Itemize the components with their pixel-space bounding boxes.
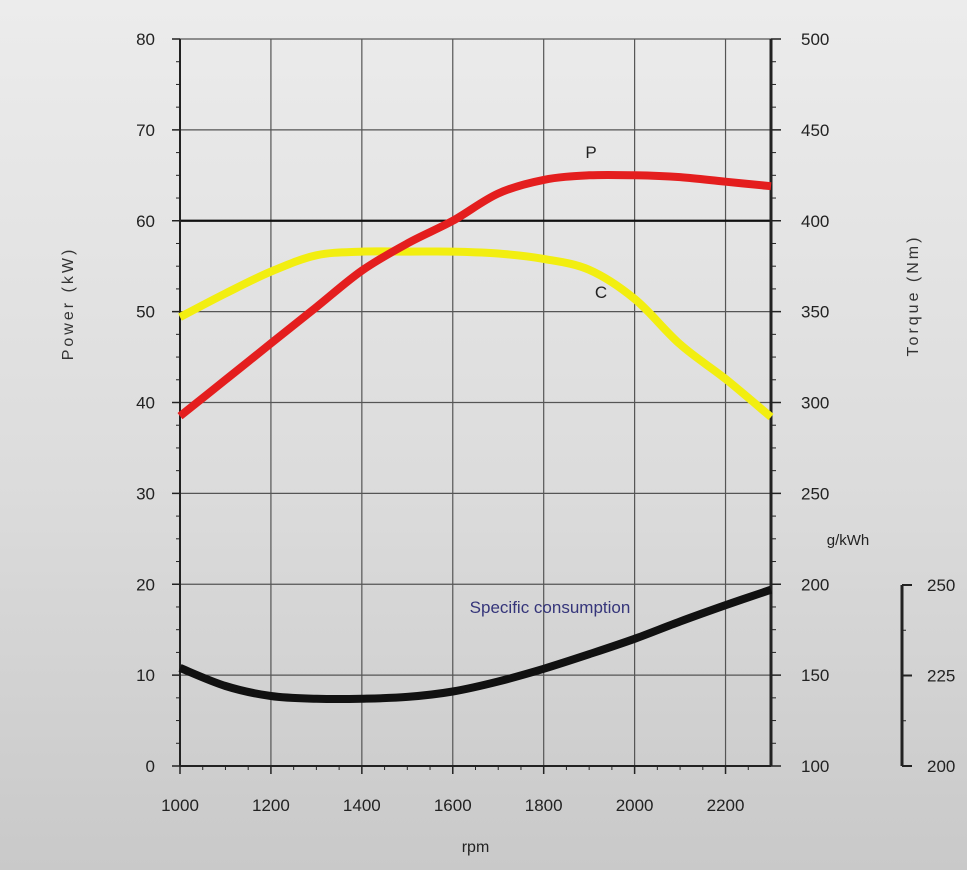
right-tick-label: 150 xyxy=(801,666,829,685)
right-tick-label: 350 xyxy=(801,303,829,322)
consumption-tick-label: 225 xyxy=(927,667,955,686)
x-tick-label: 1600 xyxy=(434,796,472,815)
left-tick-label: 20 xyxy=(136,575,155,594)
torque-curve-label: C xyxy=(595,283,607,302)
consumption-tick-label: 200 xyxy=(927,757,955,776)
power-curve-label: P xyxy=(585,143,596,162)
x-tick-label: 1400 xyxy=(343,796,381,815)
x-tick-label: 2200 xyxy=(707,796,745,815)
torque-curve xyxy=(178,247,774,421)
left-tick-label: 0 xyxy=(146,757,155,776)
left-tick-label: 50 xyxy=(136,303,155,322)
x-tick-label: 1800 xyxy=(525,796,563,815)
x-tick-label: 2000 xyxy=(616,796,654,815)
x-tick-label: 1000 xyxy=(161,796,199,815)
labels: 0 10 20 30 40 50 60 70 80 100 150 200 250 300 350 400 45… xyxy=(60,30,955,856)
left-tick-label: 10 xyxy=(136,666,155,685)
x-axis-title: rpm xyxy=(462,839,490,856)
consumption-tick-label: 250 xyxy=(927,576,955,595)
right-tick-label: 450 xyxy=(801,121,829,140)
right-tick-label: 300 xyxy=(801,394,829,413)
left-tick-label: 80 xyxy=(136,30,155,49)
right-tick-label: 250 xyxy=(801,484,829,503)
axes xyxy=(172,38,912,774)
consumption-curve-label: Specific consumption xyxy=(470,598,631,617)
right-tick-label: 400 xyxy=(801,212,829,231)
left-tick-label: 30 xyxy=(136,484,155,503)
left-tick-label: 70 xyxy=(136,121,155,140)
right-tick-label: 200 xyxy=(801,575,829,594)
power-curve xyxy=(177,170,772,420)
right-axis-title: Torque (Nm) xyxy=(905,235,922,357)
x-tick-label: 1200 xyxy=(252,796,290,815)
left-tick-label: 40 xyxy=(136,394,155,413)
left-tick-label: 60 xyxy=(136,212,155,231)
consumption-unit-label: g/kWh xyxy=(827,532,870,549)
grid xyxy=(180,38,771,766)
right-tick-label: 100 xyxy=(801,757,829,776)
series-layer xyxy=(177,170,774,704)
right-tick-label: 500 xyxy=(801,30,829,49)
left-axis-title: Power (kW) xyxy=(60,247,77,361)
consumption-curve xyxy=(178,585,773,704)
